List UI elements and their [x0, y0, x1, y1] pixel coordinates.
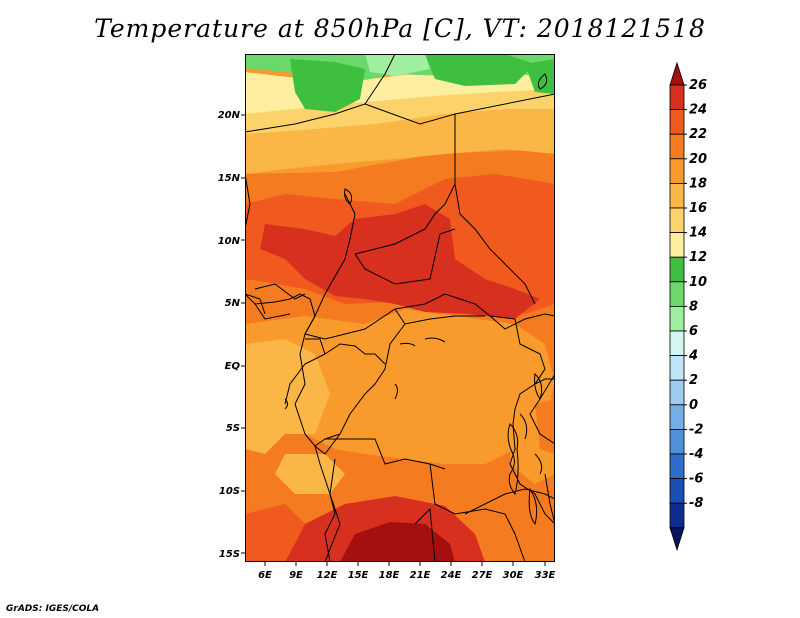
lon-label: 33E — [535, 570, 556, 581]
colorbar-swatch — [669, 133, 685, 160]
field-26-plus-south-inner — [340, 522, 455, 562]
lat-label: 15N — [218, 173, 241, 184]
colorbar-swatch — [669, 281, 685, 307]
colorbar-swatch — [669, 305, 685, 332]
colorbar-top-arrow — [669, 61, 685, 86]
colorbar-swatch — [669, 158, 685, 184]
colorbar-swatch — [669, 355, 685, 381]
lon-axis: 6E 9E 12E 15E 18E 21E 24E 27E 30E 33E — [258, 570, 555, 581]
colorbar-swatch — [669, 404, 685, 430]
colorbar-level-label: -2 — [689, 422, 703, 437]
chart-title: Temperature at 850hPa [C], VT: 201812151… — [94, 14, 706, 43]
lon-label: 30E — [503, 570, 524, 581]
colorbar-level-label: 14 — [689, 226, 707, 241]
lat-axis: 20N 15N 10N 5N EQ 5S 10S 15S — [218, 110, 241, 560]
colorbar-level-label: 18 — [689, 176, 707, 191]
lat-label: EQ — [225, 361, 241, 372]
colorbar-level-label: 4 — [688, 349, 698, 364]
lat-label: 15S — [219, 549, 240, 560]
temperature-map — [245, 54, 555, 562]
colorbar-swatch — [669, 232, 685, 258]
coastline — [245, 173, 341, 562]
colorbar-level-label: 6 — [689, 324, 698, 339]
colorbar-level-label: 8 — [689, 299, 698, 314]
colorbar-level-label: 12 — [689, 250, 707, 265]
colorbar-swatch — [669, 453, 685, 480]
colorbar-level-label: 26 — [689, 78, 707, 93]
lat-label: 5N — [225, 298, 241, 309]
field-12-14-top — [290, 59, 365, 112]
colorbar-swatch — [669, 182, 685, 209]
lon-label: 24E — [441, 570, 462, 581]
lon-label: 21E — [410, 570, 431, 581]
colorbar-level-label: 16 — [689, 201, 707, 216]
field-22-24-sw — [245, 504, 305, 562]
lat-ticks — [241, 114, 245, 554]
colorbar-swatch — [669, 207, 685, 234]
lon-label: 9E — [289, 570, 303, 581]
colorbar-swatch — [669, 330, 685, 357]
lakes — [284, 73, 548, 526]
lat-label: 20N — [218, 110, 241, 121]
field-16-18-coast — [245, 339, 330, 454]
field-12-14-top2 — [425, 54, 535, 86]
colorbar-swatch — [669, 478, 685, 504]
field-24-26-east — [505, 189, 555, 284]
country-borders — [245, 54, 555, 562]
map-svg — [245, 54, 555, 562]
lat-label: 10N — [218, 236, 241, 247]
lon-label: 6E — [258, 570, 272, 581]
lon-label: 15E — [348, 570, 369, 581]
colorbar-swatch — [669, 502, 685, 529]
colorbar-bottom-arrow — [669, 527, 685, 552]
colorbar-level-label: 0 — [689, 398, 698, 413]
field-8-10-top — [365, 54, 430, 76]
map-frame — [245, 54, 555, 562]
colorbar-swatch — [669, 428, 685, 455]
colorbar-level-label: 20 — [689, 152, 707, 167]
lon-ticks — [264, 562, 546, 566]
colorbar-level-label: -4 — [689, 447, 703, 462]
lon-label: 27E — [472, 570, 493, 581]
field-16-18-coast2 — [275, 454, 345, 494]
lat-label: 10S — [219, 486, 240, 497]
lat-label: 5S — [226, 423, 240, 434]
field-12-14-ne — [525, 59, 555, 94]
lon-label: 18E — [379, 570, 400, 581]
colorbar-level-label: 10 — [689, 275, 707, 290]
colorbar-level-label: 22 — [689, 127, 707, 142]
colorbar-level-label: -8 — [689, 496, 703, 511]
colorbar-level-label: 2 — [689, 373, 698, 388]
field-24-26-core — [260, 204, 540, 319]
colorbar-swatch — [669, 256, 685, 283]
colorbar-level-label: 24 — [689, 103, 707, 118]
lon-label: 12E — [317, 570, 338, 581]
colorbar-swatch — [669, 84, 685, 111]
colorbar-swatch — [669, 379, 685, 406]
colorbar-level-label: -6 — [689, 472, 703, 487]
credit-label: GrADS: IGES/COLA — [6, 604, 100, 614]
colorbar-swatch — [669, 109, 685, 135]
